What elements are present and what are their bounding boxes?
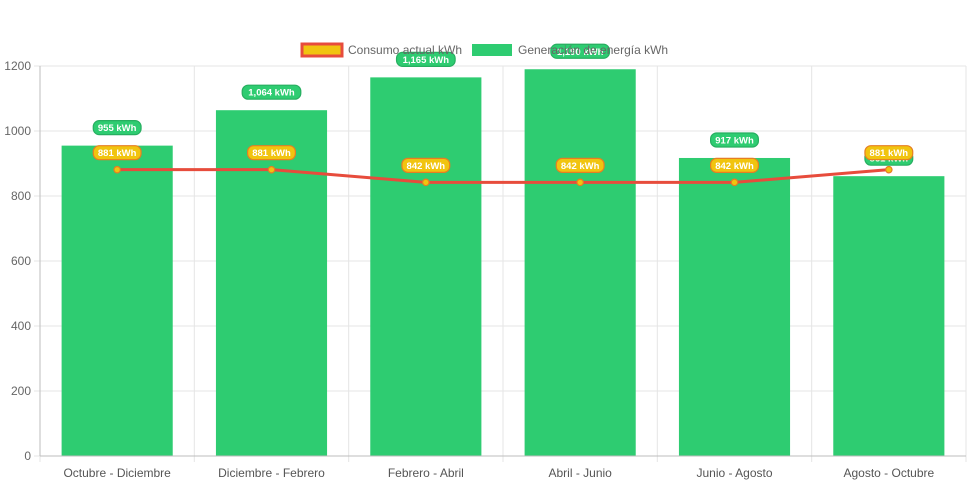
bar-data-label-box <box>395 51 456 67</box>
x-tick-label: Abril - Junio <box>548 466 612 480</box>
legend-label-consumo: Consumo actual kWh <box>348 43 462 57</box>
line-data-label: 881 kWh <box>92 145 142 161</box>
bar-data-label-box <box>550 43 611 59</box>
line-data-label-text: 842 kWh <box>715 161 754 172</box>
bar-data-label: 955 kWh <box>92 120 142 136</box>
grid <box>34 65 967 462</box>
line-point <box>422 178 430 187</box>
line-data-label-box <box>92 145 142 161</box>
line-data-label-text: 881 kWh <box>870 148 909 159</box>
line-data-label-box <box>555 157 605 173</box>
bar-series-generacion <box>61 69 945 457</box>
bar-data-label-text: 1,165 kWh <box>403 55 450 66</box>
bar-octubre-diciembre <box>61 145 173 456</box>
line-data-label-box <box>401 157 451 173</box>
y-tick-label: 0 <box>24 449 31 463</box>
line-data-label: 842 kWh <box>555 157 605 173</box>
line-data-label: 881 kWh <box>864 145 914 161</box>
line-data-label-text: 881 kWh <box>252 148 291 159</box>
data-labels: 955 kWh 1,064 kWh 1,165 kWh 1,190 kWh 917 kW… <box>92 43 914 173</box>
line-data-label-box <box>864 145 914 161</box>
line-data-label: 842 kWh <box>401 157 451 173</box>
x-tick-label: Octubre - Diciembre <box>63 466 171 480</box>
bar-data-label-text: 955 kWh <box>98 123 137 134</box>
y-tick-label: 1200 <box>4 59 31 73</box>
bar-diciembre-febrero <box>215 110 328 456</box>
legend: Consumo actual kWh Generación de energía … <box>300 42 668 58</box>
line-point <box>885 165 893 174</box>
line-point <box>730 178 739 187</box>
consumo-line <box>117 168 889 184</box>
x-tick-label: Febrero - Abril <box>388 466 464 480</box>
line-data-label-text: 881 kWh <box>98 148 137 159</box>
line-data-label-box <box>709 157 759 173</box>
bar-abril-junio <box>524 69 636 456</box>
bar-data-label-text: 1,064 kWh <box>248 88 295 99</box>
y-tick-label: 1000 <box>4 124 31 138</box>
line-data-label-text: 842 kWh <box>561 161 600 172</box>
bar-data-label-box <box>92 120 142 136</box>
bar-febrero-abril <box>370 77 482 456</box>
y-tick-label: 800 <box>11 189 31 203</box>
legend-swatch-generacion <box>472 44 512 56</box>
bar-data-label: 1,190 kWh <box>550 43 611 59</box>
x-tick-label: Junio - Agosto <box>696 466 772 480</box>
y-tick-label: 200 <box>11 384 31 398</box>
line-point <box>113 165 121 174</box>
line-data-label: 881 kWh <box>247 145 297 161</box>
bar-data-label-text: 1,190 kWh <box>557 47 604 58</box>
y-tick-label: 400 <box>11 319 31 333</box>
legend-label-generacion: Generación de energía kWh <box>518 43 668 57</box>
legend-swatch-consumo <box>300 42 344 58</box>
bar-data-label: 1,165 kWh <box>395 51 456 67</box>
bar-data-label-box <box>241 84 302 100</box>
bar-data-label-text: 917 kWh <box>715 135 754 146</box>
bar-data-label: 1,064 kWh <box>241 84 302 100</box>
line-data-label: 842 kWh <box>709 157 759 173</box>
line-data-label-box <box>247 145 297 161</box>
bar-data-label-box <box>709 132 759 148</box>
line-series-consumo <box>113 165 893 187</box>
x-tick-label: Diciembre - Febrero <box>218 466 325 480</box>
line-point <box>576 178 584 187</box>
x-tick-label: Agosto - Octubre <box>843 466 934 480</box>
bar-agosto-octubre <box>833 176 945 457</box>
bar-data-label: 917 kWh <box>709 132 759 148</box>
bar-junio-agosto <box>678 157 791 456</box>
line-point <box>267 165 276 174</box>
axes: 0 200 400 600 800 1000 1200 Octubre - Diciembre… <box>4 59 966 480</box>
line-data-label-text: 842 kWh <box>407 161 446 172</box>
y-tick-label: 600 <box>11 254 31 268</box>
